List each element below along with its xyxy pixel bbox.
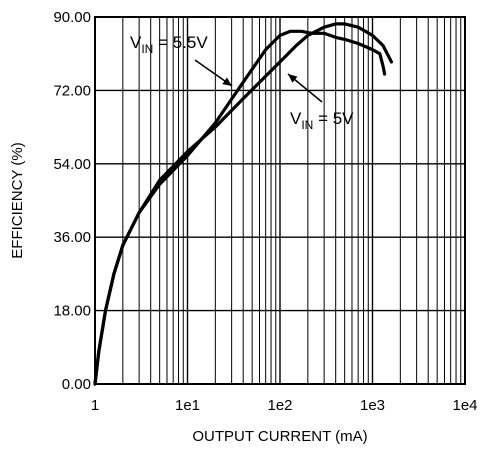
x-tick-label: 1 bbox=[91, 397, 99, 414]
x-tick-label: 1e2 bbox=[267, 397, 292, 414]
series-group bbox=[93, 22, 393, 386]
grid bbox=[95, 16, 465, 385]
y-tick-label: 0.00 bbox=[62, 376, 91, 393]
series-annotation-label: VIN = 5V bbox=[290, 109, 354, 132]
y-tick-label: 90.00 bbox=[53, 9, 91, 26]
y-axis-label: EFFICIENCY (%) bbox=[9, 142, 26, 258]
y-tick-label: 36.00 bbox=[53, 229, 91, 246]
x-axis-label: OUTPUT CURRENT (mA) bbox=[192, 428, 367, 445]
x-tick-label: 1e1 bbox=[175, 397, 200, 414]
y-tick-label: 18.00 bbox=[53, 303, 91, 320]
y-tick-label: 54.00 bbox=[53, 156, 91, 173]
series-line-1 bbox=[93, 29, 387, 386]
x-tick-label: 1e4 bbox=[452, 397, 477, 414]
annotations: VIN = 5.5V VIN = 5V bbox=[130, 33, 354, 132]
annotation-arrowhead bbox=[288, 74, 298, 83]
x-tick-label: 1e3 bbox=[360, 397, 385, 414]
annotation-arrowhead bbox=[222, 77, 232, 86]
tick-labels: 0.00 18.00 36.00 54.00 72.00 90.00 1 1e1 1e2 1e3 1… bbox=[53, 9, 477, 414]
series-annotation-label: VIN = 5.5V bbox=[130, 33, 208, 56]
plot-frame bbox=[94, 16, 466, 385]
series-line-2 bbox=[93, 22, 393, 386]
y-tick-label: 72.00 bbox=[53, 82, 91, 99]
